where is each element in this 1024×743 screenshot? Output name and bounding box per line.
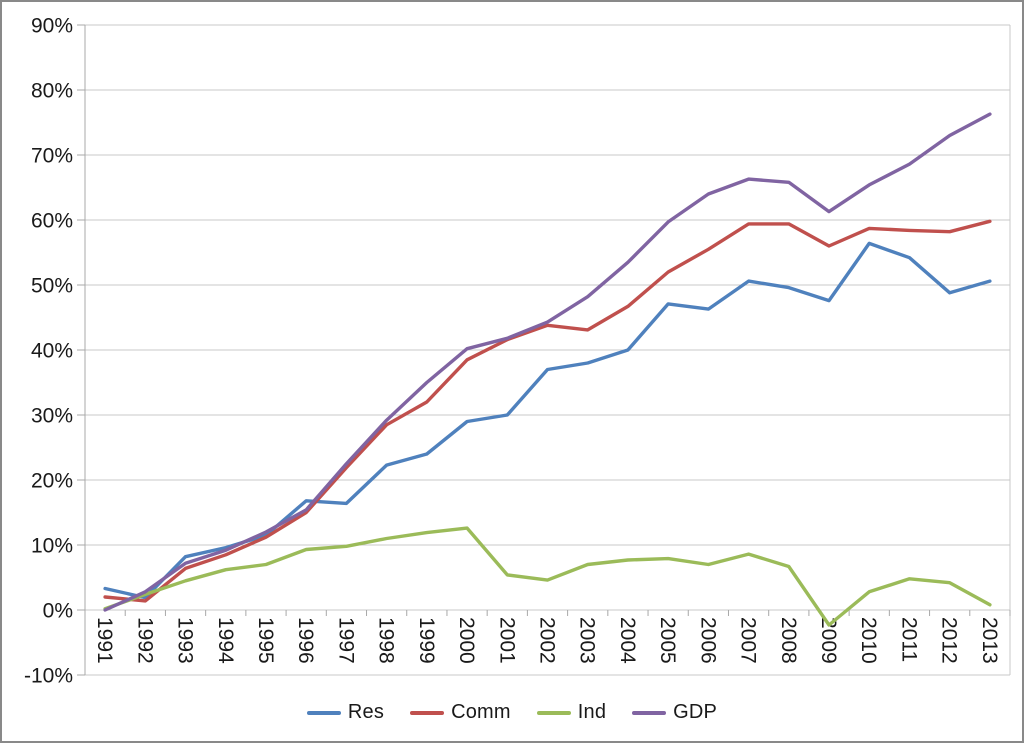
y-axis-tick-label-60: 60% [31, 209, 73, 232]
x-axis-tick-label-1992: 1992 [133, 617, 156, 664]
y-axis-tick-label-10: 10% [31, 534, 73, 557]
legend-item-ind: Ind [536, 701, 607, 724]
x-axis-tick-label-2005: 2005 [656, 617, 679, 664]
x-axis-tick-label-1996: 1996 [294, 617, 317, 664]
y-axis-tick-label-80: 80% [31, 79, 73, 102]
x-axis-tick-label-1997: 1997 [334, 617, 357, 664]
legend-swatch-gdp [632, 710, 667, 715]
legend-swatch-res [306, 710, 341, 715]
y-axis-tick-label-90: 90% [31, 14, 73, 37]
legend-item-comm: Comm [410, 701, 511, 724]
y-axis-tick-label-50: 50% [31, 274, 73, 297]
series-line-comm [103, 219, 992, 603]
legend-swatch-ind [536, 710, 571, 715]
legend-swatch-comm [410, 710, 445, 715]
x-axis-tick-label-2001: 2001 [495, 617, 518, 664]
x-axis-tick-label-1994: 1994 [214, 617, 237, 664]
x-axis-tick-label-2004: 2004 [616, 617, 639, 664]
x-axis-tick-label-2011: 2011 [897, 617, 920, 662]
y-axis-tick-label-70: 70% [31, 144, 73, 167]
y-axis-tick-label-30: 30% [31, 404, 73, 427]
chart-legend: Res Comm Ind GDP [2, 701, 1022, 724]
x-axis-tick-label-2013: 2013 [978, 617, 1001, 664]
y-axis-tick-label-20: 20% [31, 469, 73, 492]
x-axis-tick-label-2010: 2010 [857, 617, 880, 664]
legend-item-gdp: GDP [632, 701, 717, 724]
legend-item-res: Res [306, 701, 385, 724]
series-line-ind [103, 526, 992, 627]
x-axis-tick-label-2002: 2002 [536, 617, 559, 664]
y-axis-tick-label-40: 40% [31, 339, 73, 362]
legend-label-gdp: GDP [673, 701, 718, 723]
x-axis-tick-label-2008: 2008 [777, 617, 800, 664]
y-axis-tick-label-0: 0% [43, 599, 73, 622]
x-axis-tick-label-2006: 2006 [696, 617, 719, 664]
x-axis-tick-label-1993: 1993 [174, 617, 197, 664]
legend-label-ind: Ind [577, 701, 607, 723]
series-line-gdp [103, 112, 992, 612]
x-axis-tick-label-1995: 1995 [254, 617, 277, 664]
legend-label-res: Res [347, 701, 385, 723]
x-axis-tick-label-2012: 2012 [938, 617, 961, 664]
y-axis-tick-label--10: -10% [24, 664, 73, 687]
x-axis-tick-label-2003: 2003 [576, 617, 599, 664]
x-axis-tick-label-1998: 1998 [375, 617, 398, 664]
x-axis-tick-label-2009: 2009 [817, 617, 840, 664]
x-axis-tick-label-1991: 1991 [93, 617, 116, 664]
x-axis-tick-label-2000: 2000 [455, 617, 478, 664]
legend-label-comm: Comm [451, 701, 511, 723]
x-axis-tick-label-1999: 1999 [415, 617, 438, 664]
x-axis-tick-label-2007: 2007 [737, 617, 760, 664]
